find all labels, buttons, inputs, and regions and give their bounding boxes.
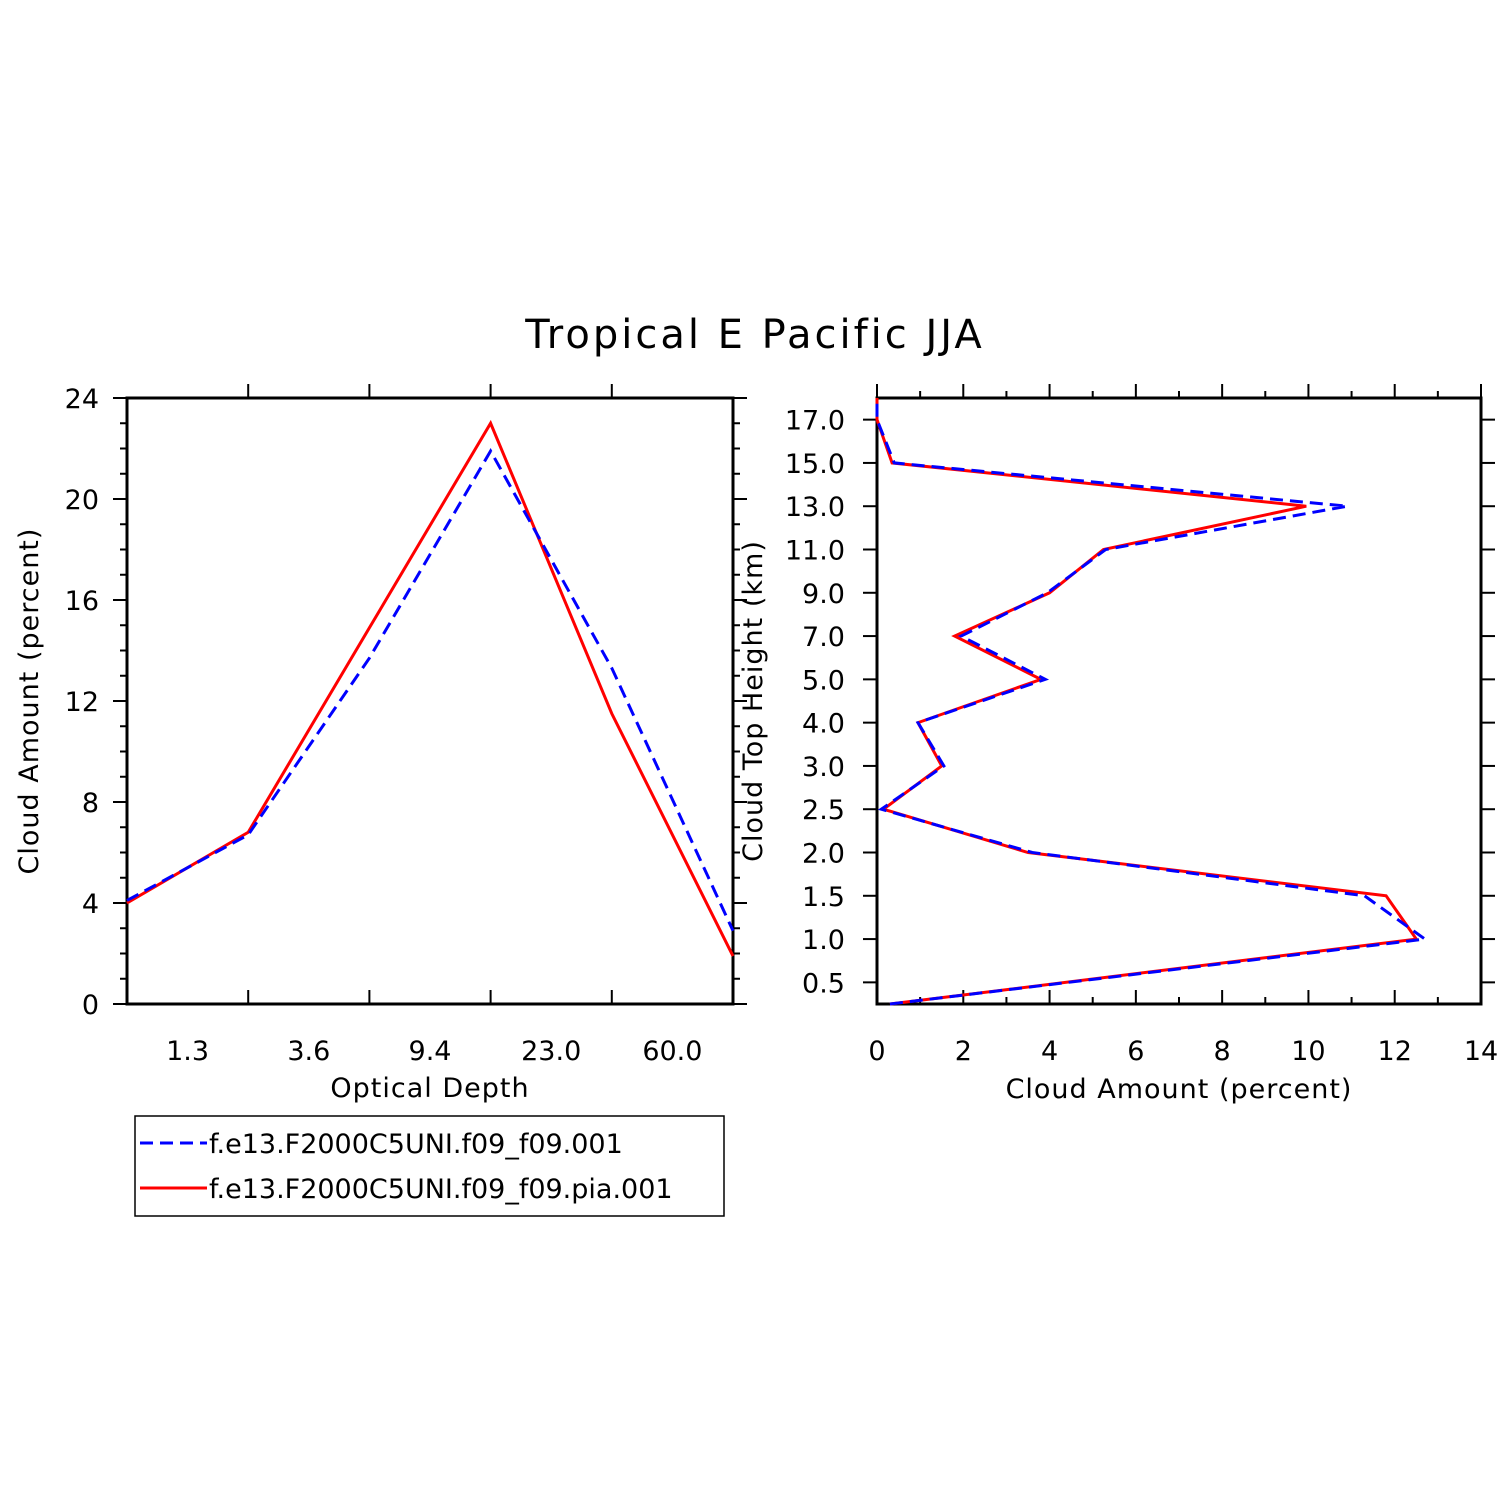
right-y-tick-label: 4.0 [802, 709, 845, 740]
left-y-tick-label: 0 [82, 990, 99, 1021]
left-chart: 0 4 8 12 16 20 24 1.3 3.6 9.4 23.0 60.0 Optical Dep… [14, 384, 747, 1104]
right-x-tick-label: 0 [868, 1036, 885, 1067]
left-y-tick-label: 16 [65, 586, 99, 617]
right-x-tick-label: 8 [1214, 1036, 1231, 1067]
left-x-tick-label: 9.4 [409, 1036, 452, 1067]
left-series-line-2 [126, 419, 735, 957]
left-x-tick-label: 60.0 [642, 1036, 702, 1067]
left-series-line-1 [126, 448, 735, 932]
right-y-tick-label: 15.0 [785, 449, 845, 480]
left-y-tick-label: 24 [65, 384, 99, 415]
left-y-tick-label: 12 [65, 687, 99, 718]
left-y-axis-title: Cloud Amount (percent) [14, 528, 45, 875]
right-y-tick-label: 17.0 [785, 406, 845, 437]
right-y-tick-label: 9.0 [802, 579, 845, 610]
left-x-tick-label: 3.6 [287, 1036, 330, 1067]
left-y-tick-label: 4 [82, 889, 99, 920]
right-y-tick-label: 2.5 [802, 795, 845, 826]
right-y-tick-label: 13.0 [785, 492, 845, 523]
right-x-axis-title: Cloud Amount (percent) [1006, 1074, 1353, 1105]
right-y-tick-label: 2.0 [802, 839, 845, 870]
right-x-tick-label: 14 [1464, 1036, 1498, 1067]
legend-box [134, 1115, 725, 1217]
right-y-tick-label: 11.0 [785, 536, 845, 567]
right-y-tick-label: 5.0 [802, 665, 845, 696]
right-y-axis-title: Cloud Top Height (km) [738, 540, 769, 862]
right-x-tick-label: 6 [1127, 1036, 1144, 1067]
right-x-tick-label: 10 [1291, 1036, 1325, 1067]
legend: f.e13.F2000C5UNI.f09_f09.001 f.e13.F2000… [134, 1115, 725, 1217]
right-x-tick-label: 4 [1041, 1036, 1058, 1067]
left-y-tick-label: 20 [65, 485, 99, 516]
right-series-line-2 [875, 398, 1419, 1006]
legend-label-series-2: f.e13.F2000C5UNI.f09_f09.pia.001 [209, 1174, 673, 1205]
right-x-tick-label: 2 [955, 1036, 972, 1067]
legend-label-series-1: f.e13.F2000C5UNI.f09_f09.001 [209, 1129, 623, 1160]
right-x-tick-label: 12 [1378, 1036, 1412, 1067]
left-x-tick-label: 1.3 [166, 1036, 209, 1067]
right-y-tick-label: 0.5 [802, 968, 845, 999]
right-y-tick-label: 7.0 [802, 622, 845, 653]
left-x-axis-title: Optical Depth [330, 1073, 529, 1104]
left-plot-frame [125, 396, 735, 1006]
chart-title: Tropical E Pacific JJA [524, 312, 985, 358]
right-series-line-1 [875, 398, 1429, 1006]
right-y-tick-label: 1.5 [802, 882, 845, 913]
left-x-tick-label: 23.0 [521, 1036, 581, 1067]
right-y-tick-label: 1.0 [802, 925, 845, 956]
left-y-tick-label: 8 [82, 788, 99, 819]
right-y-tick-label: 3.0 [802, 752, 845, 783]
right-chart: 0 2 4 6 8 10 12 14 0.5 1.0 1.5 2.0 2.5 3.0 4.0 5.0 7.0 9.… [738, 384, 1498, 1105]
